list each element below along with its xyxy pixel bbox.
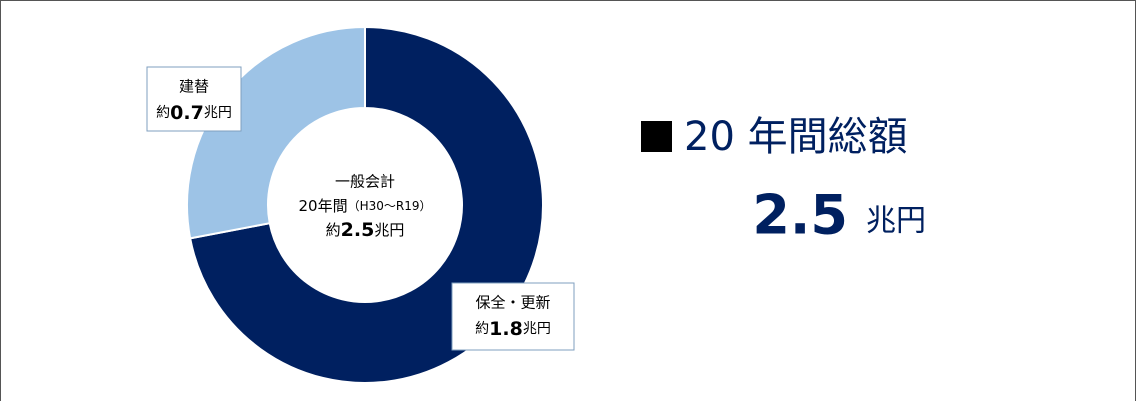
label-box bbox=[451, 282, 575, 351]
bullet-square bbox=[641, 121, 672, 152]
total-value: 2.5 bbox=[752, 184, 848, 247]
center-title: 一般会計 bbox=[335, 173, 395, 191]
center-period: 20年間（H30～R19） bbox=[299, 197, 432, 215]
total-label: 20 年間総額 bbox=[684, 114, 908, 160]
donut-segment bbox=[186, 25, 366, 240]
total-unit: 兆円 bbox=[866, 204, 926, 239]
center-range: （H30～R19） bbox=[348, 199, 432, 213]
value-label: 約1.8兆円 bbox=[475, 318, 551, 340]
center-period-text: 20年間 bbox=[299, 197, 348, 215]
category-label: 建替 bbox=[179, 78, 209, 96]
center-value-label: 約2.5兆円 bbox=[326, 219, 405, 241]
category-label: 保全・更新 bbox=[475, 294, 550, 312]
value-label: 約0.7兆円 bbox=[156, 102, 232, 124]
label-box bbox=[146, 66, 242, 132]
